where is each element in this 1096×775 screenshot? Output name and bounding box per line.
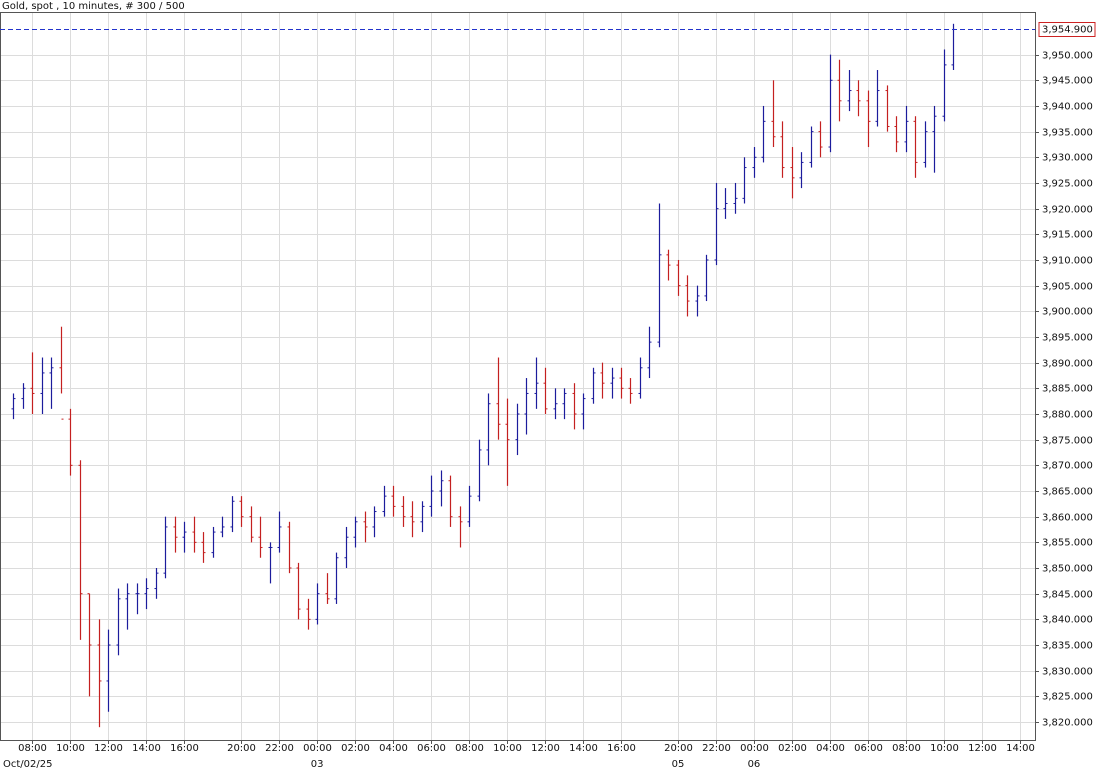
y-tick-label: 3,855.000	[1042, 538, 1093, 549]
x-tick-label: 14:00	[132, 743, 161, 754]
x-tick-label: 06:00	[854, 743, 883, 754]
y-tick-label: 3,875.000	[1042, 436, 1093, 447]
y-tick-label: 3,915.000	[1042, 230, 1093, 241]
y-tick-label: 3,945.000	[1042, 76, 1093, 87]
y-tick-label: 3,840.000	[1042, 615, 1093, 626]
x-tick-label: 06:00	[417, 743, 446, 754]
y-tick-label: 3,865.000	[1042, 487, 1093, 498]
chart-title: Gold, spot , 10 minutes, # 300 / 500	[2, 1, 185, 12]
y-tick-label: 3,825.000	[1042, 692, 1093, 703]
x-tick-label: 02:00	[341, 743, 370, 754]
x-tick-label: 04:00	[816, 743, 845, 754]
y-tick-label: 3,910.000	[1042, 256, 1093, 267]
y-tick-label: 3,920.000	[1042, 205, 1093, 216]
x-tick-label: 20:00	[664, 743, 693, 754]
y-tick-label: 3,935.000	[1042, 128, 1093, 139]
y-tick-label: 3,950.000	[1042, 51, 1093, 62]
y-tick-label: 3,880.000	[1042, 410, 1093, 421]
x-tick-label: 22:00	[702, 743, 731, 754]
plot-frame	[0, 12, 1036, 741]
x-tick-label: 10:00	[493, 743, 522, 754]
x-tick-label: 10:00	[56, 743, 85, 754]
price-label-box	[1038, 22, 1096, 37]
y-tick-label: 3,850.000	[1042, 564, 1093, 575]
y-tick-label: 3,925.000	[1042, 179, 1093, 190]
y-tick-label: 3,890.000	[1042, 359, 1093, 370]
x-tick-label: 04:00	[379, 743, 408, 754]
x-tick-label: 14:00	[1006, 743, 1035, 754]
date-label: Oct/02/25	[3, 759, 52, 770]
y-tick-label: 3,895.000	[1042, 333, 1093, 344]
x-tick-label: 22:00	[265, 743, 294, 754]
y-tick-label: 3,885.000	[1042, 384, 1093, 395]
x-tick-label: 12:00	[968, 743, 997, 754]
x-tick-label: 08:00	[18, 743, 47, 754]
y-tick-label: 3,820.000	[1042, 718, 1093, 729]
y-tick-label: 3,845.000	[1042, 590, 1093, 601]
y-tick-label: 3,835.000	[1042, 641, 1093, 652]
x-tick-label: 12:00	[94, 743, 123, 754]
y-tick-label: 3,830.000	[1042, 667, 1093, 678]
x-tick-label: 00:00	[303, 743, 332, 754]
price-label: 3,954.900	[1042, 25, 1093, 36]
x-tick-label: 20:00	[227, 743, 256, 754]
date-label: 03	[311, 759, 324, 770]
x-tick-label: 02:00	[778, 743, 807, 754]
y-tick-label: 3,900.000	[1042, 307, 1093, 318]
date-label: 06	[748, 759, 761, 770]
date-label: 05	[672, 759, 685, 770]
y-tick-label: 3,860.000	[1042, 513, 1093, 524]
y-tick-label: 3,905.000	[1042, 282, 1093, 293]
x-tick-label: 10:00	[930, 743, 959, 754]
bars	[11, 23, 956, 728]
x-tick-label: 16:00	[170, 743, 199, 754]
x-tick-label: 08:00	[455, 743, 484, 754]
x-tick-label: 12:00	[531, 743, 560, 754]
x-tick-label: 08:00	[892, 743, 921, 754]
x-tick-label: 16:00	[607, 743, 636, 754]
x-tick-label: 00:00	[740, 743, 769, 754]
y-tick-label: 3,940.000	[1042, 102, 1093, 113]
y-tick-label: 3,870.000	[1042, 461, 1093, 472]
y-tick-label: 3,930.000	[1042, 153, 1093, 164]
x-tick-label: 14:00	[569, 743, 598, 754]
